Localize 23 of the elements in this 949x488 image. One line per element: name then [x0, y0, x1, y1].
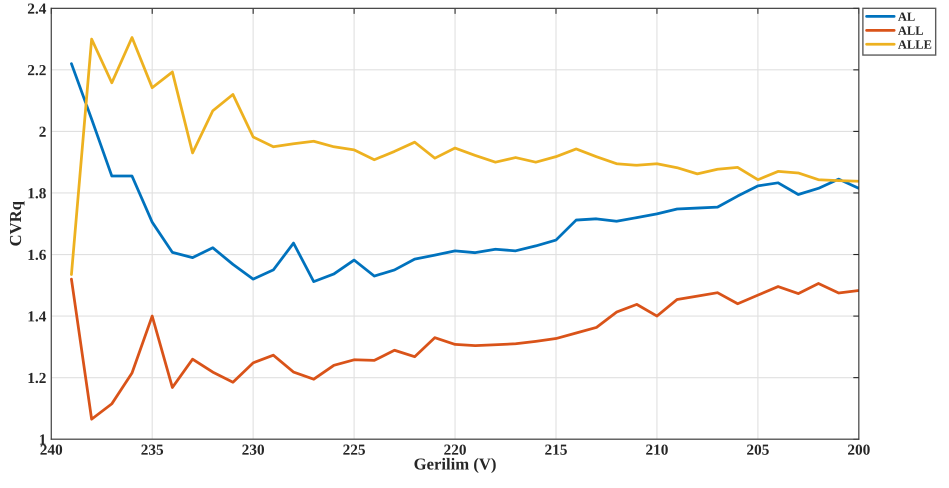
legend-label: ALL: [898, 26, 924, 35]
x-tick-label: 230: [242, 444, 264, 455]
y-tick-label: 1.6: [28, 250, 46, 260]
y-tick-label: 1.4: [28, 311, 46, 322]
x-tick-label: 235: [141, 444, 164, 455]
y-tick-label: 1.2: [28, 372, 46, 384]
y-tick-label: 1: [40, 434, 46, 444]
y-tick-label: 1.8: [28, 188, 46, 198]
x-tick-label: 205: [747, 444, 769, 455]
x-tick-label: 210: [646, 444, 668, 455]
x-tick-label: 220: [444, 444, 466, 455]
x-tick-label: 215: [545, 444, 567, 455]
y-tick-label: 2.2: [28, 65, 46, 76]
y-axis-title: CVRq: [10, 201, 25, 246]
x-tick-label: 200: [848, 444, 870, 455]
x-tick-label: 225: [343, 444, 365, 455]
x-tick-label: 240: [40, 444, 62, 455]
y-tick-label: 2: [39, 126, 46, 137]
line-series: [70, 278, 859, 421]
legend-label: AL: [898, 12, 915, 21]
legend-label: ALLE: [898, 40, 932, 49]
y-tick-label: 2.4: [28, 3, 46, 14]
x-axis-title: Gerilim (V): [414, 458, 496, 474]
